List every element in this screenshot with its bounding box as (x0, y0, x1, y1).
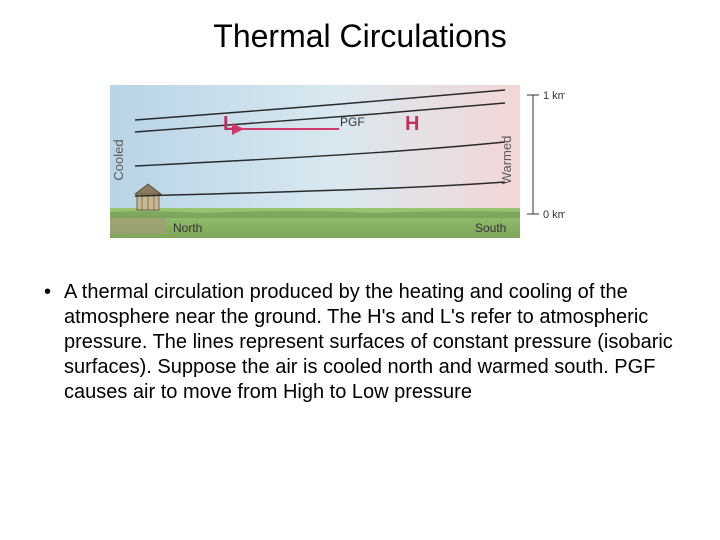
bullet-paragraph: • A thermal circulation produced by the … (44, 280, 676, 405)
label-warmed: Warmed (499, 136, 514, 185)
label-low-pressure: L (223, 113, 235, 135)
altitude-scale (527, 95, 539, 214)
page-title: Thermal Circulations (0, 18, 720, 55)
scale-label-bot: 0 km (543, 209, 565, 221)
label-north: North (173, 221, 202, 235)
scale-label-top: 1 km (543, 90, 565, 102)
bullet-text: A thermal circulation produced by the he… (64, 280, 676, 405)
label-cooled: Cooled (111, 139, 126, 180)
label-pgf: PGF (340, 115, 365, 129)
slide: Thermal Circulations (0, 0, 720, 540)
label-south: South (475, 221, 506, 235)
thermal-circulation-diagram: L PGF H Cooled Warmed North South 1 km 0… (95, 80, 565, 240)
copyright-watermark (110, 218, 166, 234)
label-high-pressure: H (405, 113, 419, 135)
bullet-row: • A thermal circulation produced by the … (44, 280, 676, 405)
ground-texture (110, 211, 520, 218)
diagram-svg: L PGF H Cooled Warmed North South 1 km 0… (95, 80, 565, 240)
bullet-dot: • (44, 280, 64, 305)
